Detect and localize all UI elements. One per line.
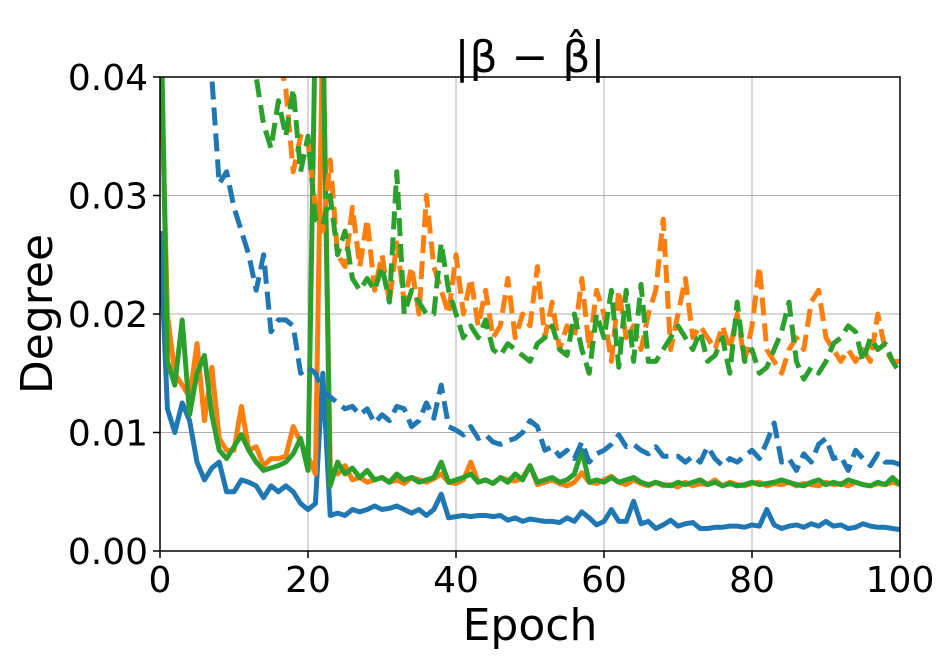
- solid-line: [160, 77, 900, 490]
- x-tick-label: 0: [149, 560, 172, 601]
- dashed-line: [280, 77, 900, 376]
- x-tick-label: 80: [729, 560, 775, 601]
- solid-line: [160, 230, 900, 533]
- dashed-line: [253, 77, 900, 382]
- chart-title: |β − β̂|: [455, 28, 606, 83]
- grid: [153, 76, 901, 558]
- axes-frame: [159, 76, 901, 552]
- x-tick-label: 20: [285, 560, 331, 601]
- x-tick-label: 40: [433, 560, 479, 601]
- y-tick-label: 0.01: [68, 414, 148, 455]
- y-tick-label: 0.03: [68, 177, 148, 218]
- y-tick-label: 0.02: [68, 295, 148, 336]
- y-tick-label: 0.04: [68, 58, 148, 99]
- y-tick-label: 0.00: [68, 532, 148, 573]
- x-axis-label: Epoch: [463, 600, 598, 651]
- plot-area: [160, 77, 900, 533]
- x-tick-label: 100: [866, 560, 935, 601]
- solid-line: [160, 77, 900, 489]
- dashed-line: [209, 77, 900, 473]
- y-axis-label: Degree: [12, 234, 63, 394]
- x-tick-label: 60: [581, 560, 627, 601]
